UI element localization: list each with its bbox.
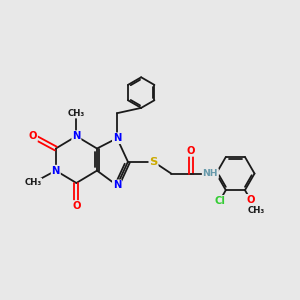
Text: N: N <box>72 131 81 141</box>
Text: NH: NH <box>202 169 218 178</box>
Text: N: N <box>113 133 121 143</box>
Text: CH₃: CH₃ <box>68 109 85 118</box>
Text: O: O <box>72 201 81 211</box>
Text: CH₃: CH₃ <box>24 178 41 188</box>
Text: O: O <box>186 146 195 156</box>
Text: O: O <box>246 195 255 205</box>
Text: N: N <box>52 166 60 176</box>
Text: N: N <box>113 180 121 190</box>
Text: CH₃: CH₃ <box>248 206 265 214</box>
Text: Cl: Cl <box>214 196 225 206</box>
Text: S: S <box>149 157 158 167</box>
Text: O: O <box>28 131 37 141</box>
